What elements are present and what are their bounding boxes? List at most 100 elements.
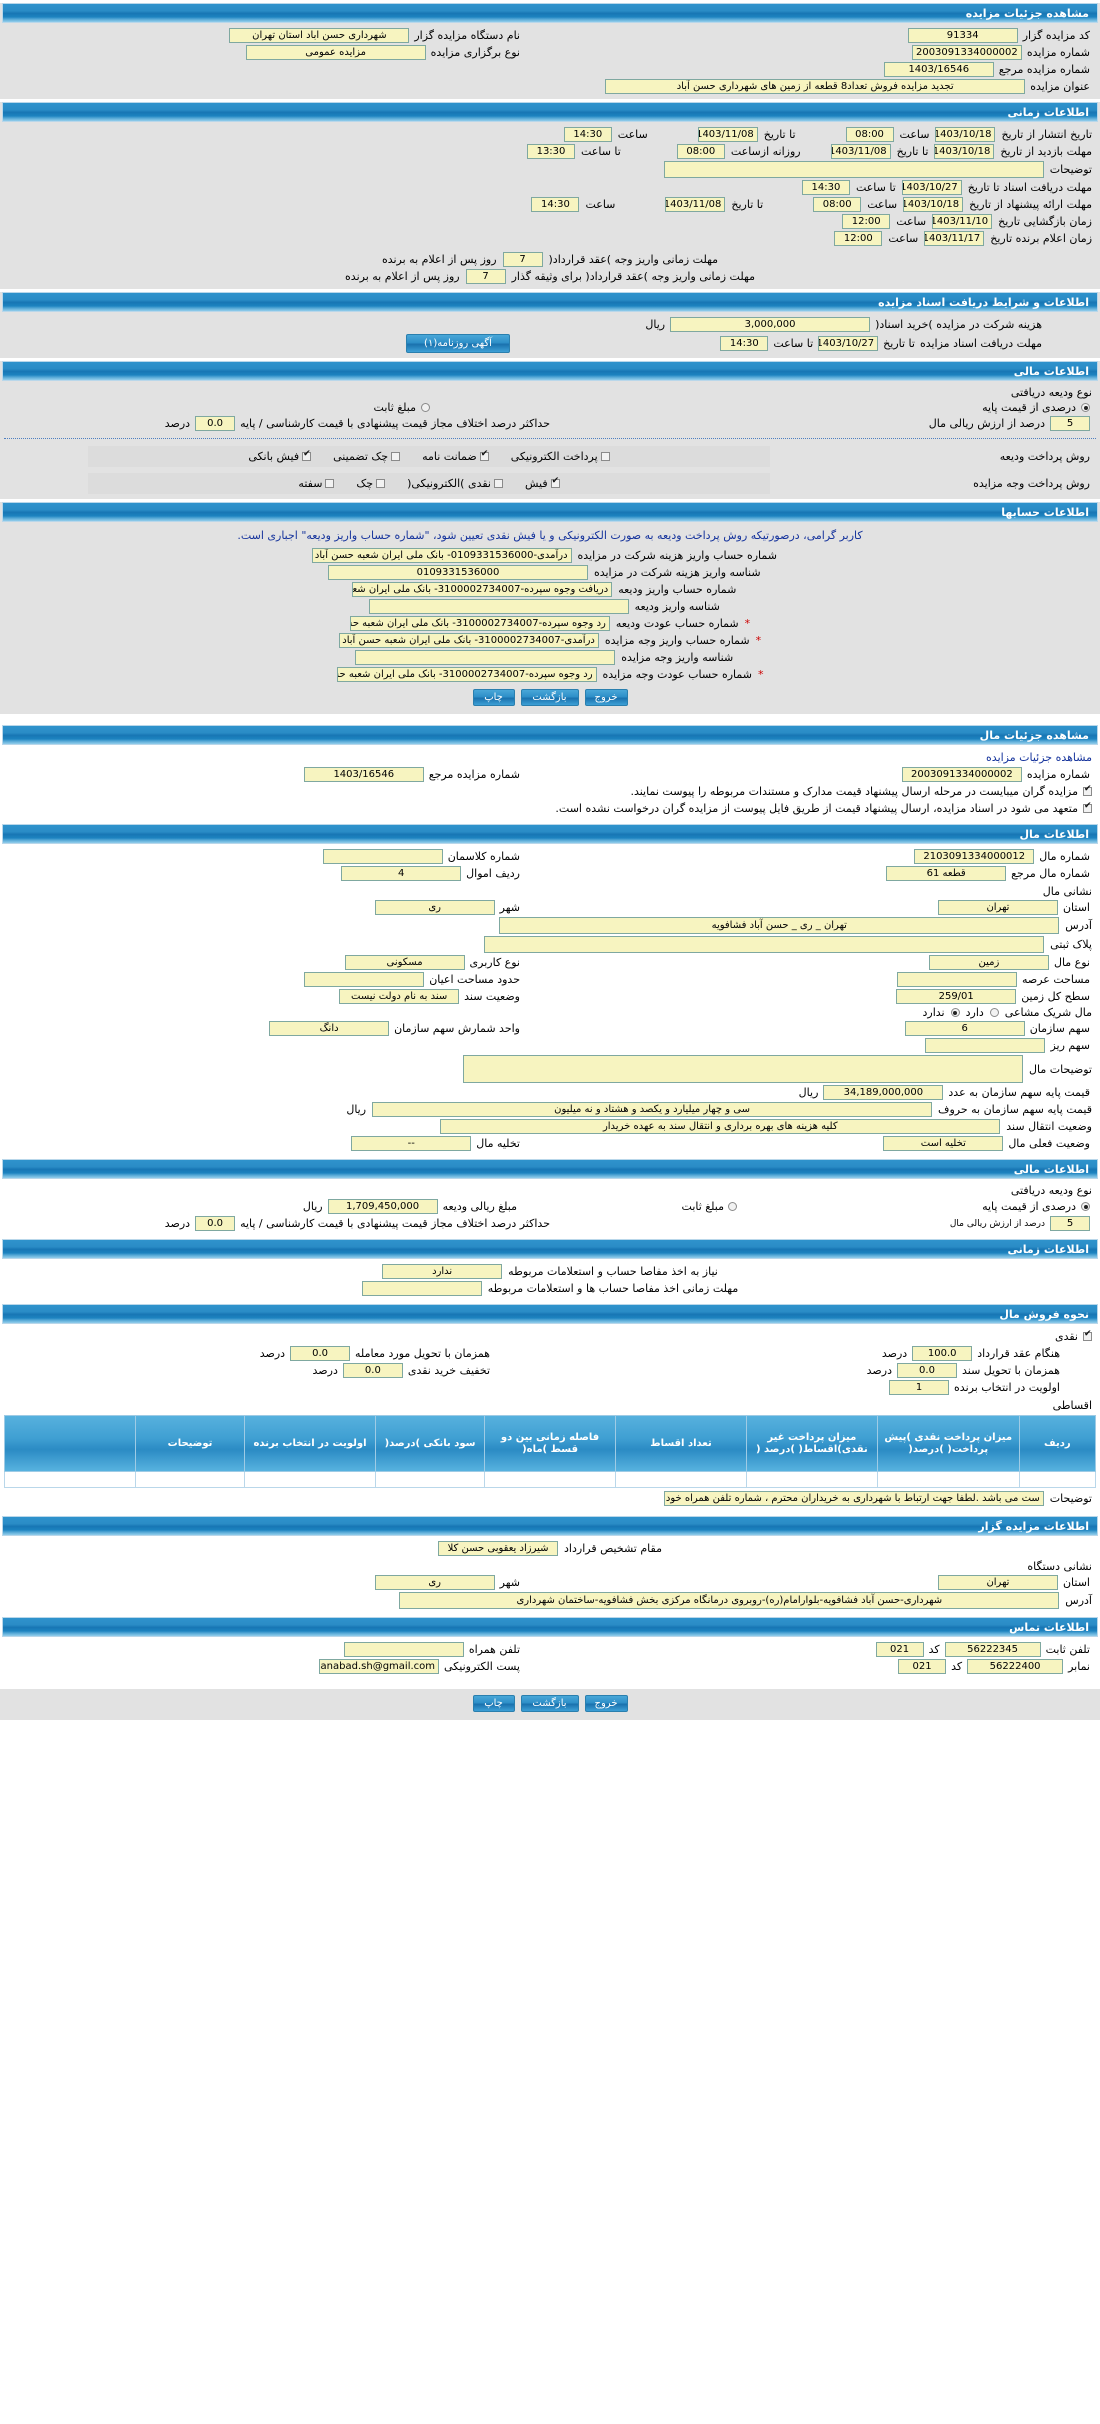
phone-value[interactable]: 56222345 xyxy=(944,1642,1041,1657)
checkbox-promissory-note[interactable] xyxy=(325,479,335,488)
email-value[interactable]: hasanabad.sh@gmail.com xyxy=(319,1659,440,1674)
account-value-1[interactable]: 0109331536000 xyxy=(327,565,588,580)
fine-share-value[interactable] xyxy=(925,1038,1046,1053)
account-value-0[interactable]: درآمدی-0109331536000- بانک ملی ایران شعب… xyxy=(311,548,572,563)
publish-from-date[interactable]: 1403/10/18 xyxy=(935,127,996,142)
pay-days-1-value[interactable]: 7 xyxy=(502,252,543,267)
publish-from-time[interactable]: 08:00 xyxy=(845,127,894,142)
auction-number-value[interactable]: 2003091334000002 xyxy=(911,45,1022,60)
timing-desc-value[interactable] xyxy=(663,161,1044,178)
property-type-value[interactable]: زمین xyxy=(928,955,1049,970)
publish-to-time[interactable]: 14:30 xyxy=(563,127,612,142)
property-desc-value[interactable] xyxy=(463,1055,1024,1083)
exit-button-bottom[interactable]: خروج xyxy=(584,1695,628,1712)
usage-value[interactable]: مسکونی xyxy=(344,955,465,970)
phone-code-value[interactable]: 021 xyxy=(875,1642,924,1657)
doc-status-value[interactable]: سند به نام دولت نیست xyxy=(339,989,460,1004)
deposit-method-item-3[interactable]: فیش بانکی xyxy=(248,450,312,463)
account-value-2[interactable]: دریافت وجوه سپرده-3100002734007- بانک مل… xyxy=(352,582,613,597)
checkbox-bank-receipt[interactable] xyxy=(302,450,312,461)
opening-time[interactable]: 12:00 xyxy=(842,214,891,229)
evacuation-value[interactable]: -- xyxy=(351,1136,472,1151)
deposit-percent-value[interactable]: 5 xyxy=(1050,416,1090,431)
publish-to-date[interactable]: 1403/11/08 xyxy=(697,127,758,142)
contract-officer-value[interactable]: شیرزاد یعقوبی حسن کلا xyxy=(438,1541,559,1556)
contract-value[interactable]: 100.0 xyxy=(912,1346,973,1361)
deposit-method-item-0[interactable]: پرداخت الکترونیکی xyxy=(511,450,610,463)
checkbox-electronic-payment[interactable] xyxy=(600,452,610,461)
auction-pay-item-0[interactable]: فیش xyxy=(525,477,560,490)
total-area-value[interactable]: 259/01 xyxy=(896,989,1017,1004)
base-price-value[interactable]: 34,189,000,000 xyxy=(823,1085,944,1100)
checkbox-receipt[interactable] xyxy=(550,477,560,488)
exit-button-top[interactable]: خروج xyxy=(584,689,628,706)
auction-type-value[interactable]: مزایده عمومی xyxy=(245,45,426,60)
radio-percent-of-base[interactable] xyxy=(1081,403,1090,412)
fax-code-value[interactable]: 021 xyxy=(898,1659,947,1674)
auctioneer-city-value[interactable]: ری xyxy=(374,1575,495,1590)
auction-pay-item-3[interactable]: سفته xyxy=(298,477,335,490)
account-value-7[interactable]: رد وجوه سپرده-3100002734007- بانک ملی ای… xyxy=(336,667,597,682)
auction-pay-item-1[interactable]: نقدی )الکترونیکی( xyxy=(407,477,503,490)
offer-from-time[interactable]: 08:00 xyxy=(813,197,862,212)
land-area-value[interactable] xyxy=(896,972,1017,987)
current-status-value[interactable]: تخلیه است xyxy=(883,1136,1004,1151)
checkbox-cash-electronic[interactable] xyxy=(493,479,503,488)
pay-days-2-value[interactable]: 7 xyxy=(465,269,506,284)
radio-fixed-amount-2[interactable] xyxy=(728,1202,737,1211)
mobile-value[interactable] xyxy=(343,1642,464,1657)
auctioneer-province-value[interactable]: تهران xyxy=(937,1575,1058,1590)
docs-deadline-time[interactable]: 14:30 xyxy=(801,180,850,195)
checkbox-attach-documents[interactable] xyxy=(1083,785,1092,796)
auctioneer-address-value[interactable]: شهرداری-حسن آباد فشافویه-بلوارامام(ره)-ر… xyxy=(399,1592,1060,1609)
city-value[interactable]: ری xyxy=(374,900,495,915)
auction-code-value[interactable]: 91334 xyxy=(907,28,1018,43)
radio-fixed-amount[interactable] xyxy=(421,403,430,412)
deposit-method-item-2[interactable]: چک تضمینی xyxy=(333,450,401,463)
winner-date[interactable]: 1403/11/17 xyxy=(924,231,985,246)
province-value[interactable]: تهران xyxy=(937,900,1058,915)
delivery-deal-value[interactable]: 0.0 xyxy=(290,1346,351,1361)
offer-to-date[interactable]: 1403/11/08 xyxy=(665,197,726,212)
offer-from-date[interactable]: 1403/10/18 xyxy=(903,197,964,212)
auction-ref-number-value[interactable]: 1403/16546 xyxy=(883,62,994,77)
account-value-6[interactable] xyxy=(355,650,616,665)
plate-value[interactable] xyxy=(484,936,1045,953)
clearance-value[interactable]: ندارد xyxy=(382,1264,503,1279)
max-diff-value-2[interactable]: 0.0 xyxy=(195,1216,236,1231)
cash-discount-value[interactable]: 0.0 xyxy=(342,1363,403,1378)
account-value-4[interactable]: رد وجوه سپرده-3100002734007- بانک ملی ای… xyxy=(349,616,610,631)
address-value[interactable]: تهران _ ری _ حسن آباد فشافویه xyxy=(499,917,1060,934)
share-unit-value[interactable]: دانگ xyxy=(269,1021,390,1036)
account-value-3[interactable] xyxy=(368,599,629,614)
auction-pay-item-2[interactable]: چک xyxy=(356,477,386,490)
transfer-status-value[interactable]: کلیه هزینه های بهره برداری و انتقال سند … xyxy=(440,1119,1001,1134)
checkbox-cheque[interactable] xyxy=(376,479,386,488)
assets-row-value[interactable]: 4 xyxy=(341,866,462,881)
radio-shared-yes[interactable] xyxy=(989,1008,999,1017)
docs-deadline-date[interactable]: 1403/10/27 xyxy=(901,180,962,195)
offer-to-time[interactable]: 14:30 xyxy=(531,197,580,212)
property-number-value[interactable]: 2103091334000012 xyxy=(914,849,1035,864)
ref-property-value[interactable]: قطعه 61 xyxy=(886,866,1007,881)
docs-receive-date[interactable]: 1403/10/27 xyxy=(818,336,879,351)
org-share-value[interactable]: 6 xyxy=(904,1021,1025,1036)
print-button-bottom[interactable]: چاپ xyxy=(472,1695,515,1712)
visit-to-date[interactable]: 1403/11/08 xyxy=(830,144,891,159)
clearance-time-value[interactable] xyxy=(361,1281,482,1296)
max-diff-value[interactable]: 0.0 xyxy=(195,416,236,431)
back-button-bottom[interactable]: بازگشت xyxy=(520,1695,579,1712)
deposit-amount-value[interactable]: 1,709,450,000 xyxy=(327,1199,438,1214)
opening-date[interactable]: 1403/11/10 xyxy=(932,214,993,229)
auction-title-value[interactable]: تجدید مزایده فروش تعداد8 قطعه از زمین ها… xyxy=(605,79,1026,94)
checkbox-guaranteed-cheque[interactable] xyxy=(391,452,401,461)
building-area-value[interactable] xyxy=(304,972,425,987)
property-auction-number-value[interactable]: 2003091334000002 xyxy=(901,767,1022,782)
account-value-5[interactable]: درآمدی-3100002734007- بانک ملی ایران شعب… xyxy=(338,633,599,648)
base-price-words-value[interactable]: سی و چهار میلیارد و یکصد و هشتاد و نه می… xyxy=(372,1102,933,1117)
deposit-method-item-1[interactable]: ضمانت نامه xyxy=(422,450,489,463)
radio-percent-of-base-2[interactable] xyxy=(1081,1202,1090,1211)
property-ref-number-value[interactable]: 1403/16546 xyxy=(303,767,424,782)
back-button-top[interactable]: بازگشت xyxy=(520,689,579,706)
docs-receive-time[interactable]: 14:30 xyxy=(720,336,769,351)
